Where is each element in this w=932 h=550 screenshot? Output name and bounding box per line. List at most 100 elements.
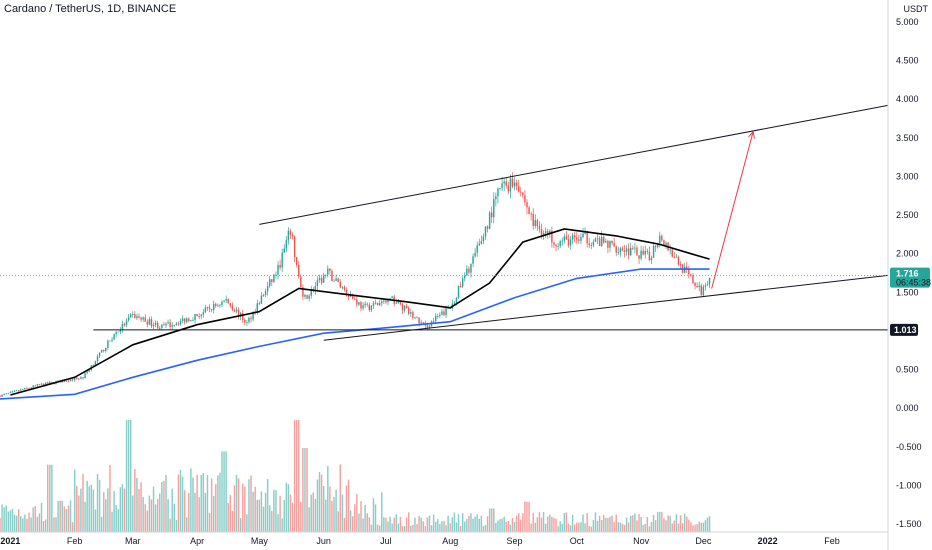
volume-bar bbox=[30, 517, 32, 532]
volume-bar bbox=[38, 513, 41, 532]
volume-bar bbox=[414, 517, 416, 532]
volume-bar bbox=[399, 516, 402, 532]
candle-body bbox=[453, 302, 456, 304]
volume-bar bbox=[9, 510, 12, 532]
candle-body bbox=[289, 230, 292, 235]
volume-bar bbox=[542, 512, 545, 532]
volume-bar bbox=[503, 516, 505, 532]
candle-body bbox=[150, 319, 153, 327]
candle-body bbox=[179, 320, 182, 325]
volume-bar bbox=[206, 474, 209, 532]
volume-bar bbox=[571, 514, 574, 532]
volume-bar bbox=[3, 507, 5, 532]
candle-body bbox=[412, 312, 414, 318]
volume-bar bbox=[40, 502, 43, 532]
candle-body bbox=[134, 313, 136, 319]
candle-body bbox=[472, 256, 474, 264]
candle-body bbox=[569, 239, 572, 246]
volume-bar bbox=[287, 484, 290, 532]
candle-body bbox=[706, 284, 709, 286]
trendlines bbox=[0, 104, 889, 341]
volume-bar bbox=[441, 521, 443, 532]
volume-bar bbox=[121, 484, 124, 532]
candle-body bbox=[428, 326, 431, 328]
candle-body bbox=[524, 195, 526, 203]
candle-body bbox=[694, 282, 696, 287]
volume-bar bbox=[603, 514, 605, 532]
candle-body bbox=[698, 285, 700, 288]
volume-bar bbox=[188, 493, 190, 532]
moving-averages bbox=[0, 228, 710, 400]
volume-bar bbox=[22, 518, 24, 532]
volume-bar bbox=[76, 485, 78, 532]
candle-body bbox=[298, 264, 300, 277]
volume-bar bbox=[644, 523, 646, 532]
candle-body bbox=[615, 246, 617, 253]
volume-bar bbox=[165, 475, 167, 532]
volume-bar bbox=[646, 517, 649, 532]
volume-bar bbox=[291, 502, 294, 532]
volume-bar bbox=[283, 500, 285, 532]
volume-bar bbox=[223, 451, 225, 532]
volume-bar bbox=[567, 523, 570, 532]
candle-body bbox=[7, 393, 10, 394]
candle-body bbox=[142, 317, 144, 320]
volume-bar bbox=[499, 519, 501, 532]
volume-bar bbox=[490, 508, 493, 532]
candle-body bbox=[609, 240, 611, 248]
candle-body bbox=[702, 286, 705, 296]
volume-bar bbox=[152, 486, 155, 532]
volume-bar bbox=[318, 472, 321, 532]
candle-body bbox=[362, 305, 364, 309]
volume-bar bbox=[559, 521, 561, 532]
candle-body bbox=[337, 278, 339, 282]
candle-body bbox=[509, 178, 512, 192]
candle-body bbox=[399, 300, 402, 305]
volume-bar bbox=[90, 484, 93, 532]
candle-body bbox=[503, 181, 505, 184]
y-tick-label: 2.000 bbox=[896, 249, 919, 259]
volume-bar bbox=[231, 510, 234, 532]
candle-body bbox=[219, 304, 221, 306]
candle-body bbox=[368, 304, 371, 311]
candle-body bbox=[295, 257, 298, 265]
candle-body bbox=[202, 312, 205, 315]
volume-bar bbox=[609, 516, 611, 532]
volume-bar bbox=[580, 522, 582, 532]
candle-body bbox=[15, 390, 18, 392]
candle-body bbox=[663, 240, 665, 246]
volume-bar bbox=[673, 520, 676, 532]
volume-bar bbox=[177, 474, 180, 532]
volume-bar bbox=[333, 496, 335, 532]
candle-body bbox=[138, 316, 140, 318]
volume-bar bbox=[55, 517, 57, 532]
candle-body bbox=[242, 312, 244, 320]
candle-body bbox=[246, 321, 248, 323]
volume-bar bbox=[57, 501, 59, 532]
volume-bar bbox=[61, 500, 63, 532]
candle-body bbox=[171, 325, 173, 327]
candle-body bbox=[536, 220, 539, 227]
candle-body bbox=[113, 334, 115, 340]
volume-bar bbox=[698, 521, 700, 532]
candle-body bbox=[26, 387, 28, 389]
volume-bars bbox=[0, 420, 711, 532]
candle-body bbox=[627, 248, 630, 256]
candle-body bbox=[144, 317, 146, 322]
candle-body bbox=[551, 230, 553, 243]
volume-bar bbox=[360, 501, 362, 532]
candle-body bbox=[331, 270, 333, 282]
candle-body bbox=[136, 316, 138, 319]
volume-bar bbox=[517, 513, 520, 532]
volume-bar bbox=[1, 504, 3, 532]
volume-bar bbox=[669, 516, 671, 532]
candle-body bbox=[248, 317, 250, 322]
volume-bar bbox=[65, 509, 68, 532]
candle-body bbox=[422, 322, 424, 324]
candle-body bbox=[212, 303, 215, 311]
volume-bar bbox=[596, 520, 599, 532]
volume-bar bbox=[652, 515, 655, 532]
candle-body bbox=[542, 233, 545, 235]
candle-body bbox=[528, 207, 530, 214]
